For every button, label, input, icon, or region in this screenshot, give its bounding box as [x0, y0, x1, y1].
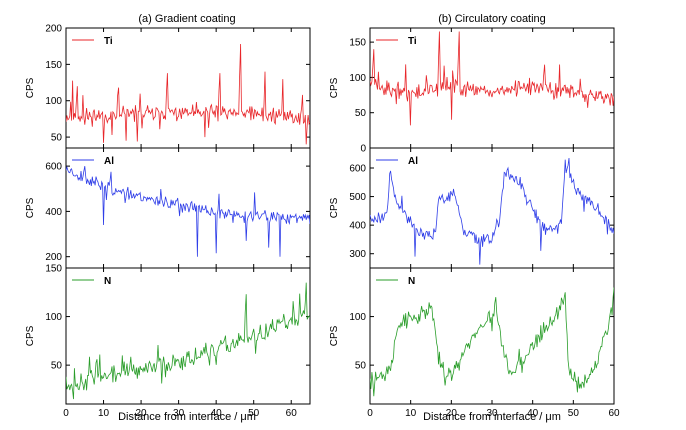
x-tick-label: 40: [527, 408, 539, 419]
y-tick-label: 150: [349, 38, 366, 49]
y-axis-label: CPS: [329, 77, 340, 98]
legend-label: Ti: [408, 36, 417, 47]
chart-title-left: (a) Gradient coating: [138, 13, 235, 25]
y-axis-label: CPS: [25, 325, 36, 346]
y-tick-label: 150: [45, 60, 62, 71]
y-tick-label: 50: [355, 108, 367, 119]
x-tick-label: 0: [63, 408, 69, 419]
panel-a-ti: 50 100 150 200 CPS Ti: [25, 24, 311, 149]
chart-title-right: (b) Circulatory coating: [438, 13, 546, 25]
x-axis-label-right: Distance from interface / μm: [423, 411, 561, 423]
y-tick-label: 0: [360, 144, 366, 155]
y-tick-label: 100: [349, 73, 366, 84]
y-tick-label: 100: [349, 312, 366, 323]
y-tick-label: 150: [45, 264, 62, 275]
panel-frame: [65, 27, 311, 149]
series-line-ti: [370, 31, 614, 126]
y-tick-label: 400: [45, 207, 62, 218]
panel-frame: [65, 267, 311, 405]
x-tick-label: 20: [136, 408, 148, 419]
panel-a-n: 50 100 150 0 10 20 30 40 50 60 CPS N: [25, 264, 311, 419]
legend-label: N: [408, 276, 415, 287]
panel-frame: [369, 147, 615, 269]
x-tick-label: 50: [248, 408, 260, 419]
panel-b-n: 50 100 0 10 20 30 40 50 60 CPS N: [329, 267, 620, 419]
x-tick-label: 60: [286, 408, 298, 419]
y-tick-label: 600: [45, 162, 62, 173]
y-tick-label: 500: [349, 192, 366, 203]
y-tick-label: 50: [51, 133, 63, 144]
series-line-n: [66, 282, 310, 400]
series-line-al: [66, 165, 310, 257]
x-tick-label: 20: [446, 408, 458, 419]
x-tick-label: 50: [568, 408, 580, 419]
x-tick-label: 10: [405, 408, 417, 419]
y-tick-label: 200: [45, 24, 62, 35]
y-axis-label: CPS: [329, 325, 340, 346]
y-axis-label: CPS: [329, 197, 340, 218]
series-line-al: [370, 157, 614, 265]
legend-label: N: [104, 276, 111, 287]
panel-frame: [369, 267, 615, 405]
y-tick-label: 400: [349, 221, 366, 232]
series-line-n: [370, 287, 614, 397]
legend-label: Al: [104, 156, 114, 167]
y-tick-label: 300: [349, 249, 366, 260]
y-tick-label: 100: [45, 312, 62, 323]
x-tick-label: 0: [367, 408, 373, 419]
legend-label: Ti: [104, 36, 113, 47]
panel-a-al: 200 400 600 CPS Al: [25, 147, 311, 269]
x-tick-label: 60: [608, 408, 620, 419]
y-tick-label: 600: [349, 164, 366, 175]
y-tick-label: 50: [51, 361, 63, 372]
x-axis-label-left: Distance from interface / μm: [118, 411, 256, 423]
y-tick-label: 100: [45, 96, 62, 107]
y-axis-label: CPS: [25, 77, 36, 98]
series-line-ti: [66, 43, 310, 145]
y-axis-label: CPS: [25, 197, 36, 218]
panel-b-al: 300 400 500 600 CPS Al: [329, 147, 615, 269]
x-tick-label: 40: [211, 408, 223, 419]
x-tick-label: 30: [173, 408, 185, 419]
panel-b-ti: 0 50 100 150 CPS Ti: [329, 27, 615, 155]
y-tick-label: 200: [45, 252, 62, 263]
legend-label: Al: [408, 156, 418, 167]
x-tick-label: 10: [98, 408, 110, 419]
x-tick-label: 30: [486, 408, 498, 419]
y-tick-label: 50: [355, 361, 367, 372]
